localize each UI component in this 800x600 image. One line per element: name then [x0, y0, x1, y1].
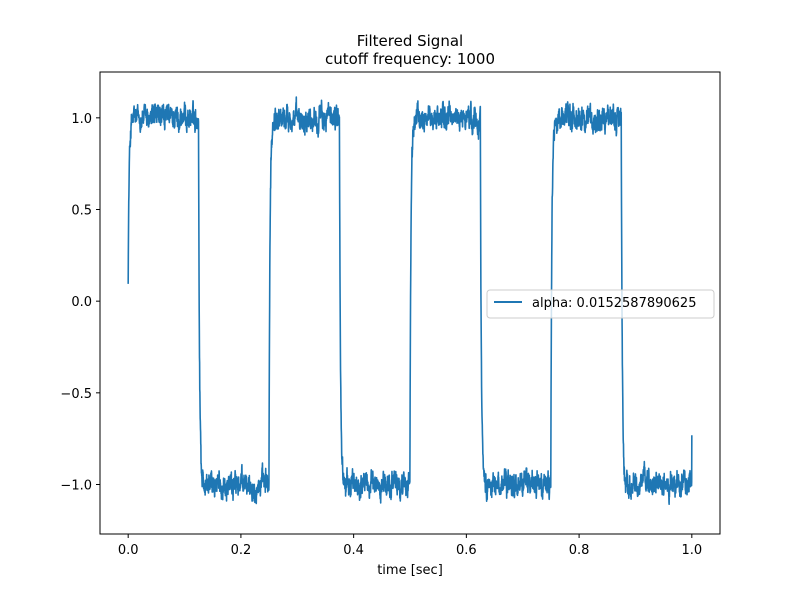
legend-entry-label: alpha: 0.0152587890625	[532, 296, 696, 311]
series-layer	[127, 96, 693, 506]
x-tick-label: 0.0	[118, 543, 139, 558]
x-axis-ticks: 0.0 0.2 0.4 0.6 0.8 1.0	[118, 534, 702, 558]
x-tick-label: 1.0	[681, 543, 702, 558]
x-tick-label: 0.8	[569, 543, 590, 558]
legend-box	[486, 289, 715, 319]
plot-area-frame	[99, 71, 721, 535]
y-tick-label: −0.5	[60, 387, 92, 402]
y-tick-label: 1.0	[71, 112, 92, 127]
x-tick-label: 0.2	[231, 543, 252, 558]
y-tick-label: −1.0	[60, 479, 92, 494]
y-tick-label: 0.0	[71, 295, 92, 310]
y-tick-label: 0.5	[71, 204, 92, 219]
y-axis-ticks: −1.0 −0.5 0.0 0.5 1.0	[60, 112, 100, 494]
chart-title: Filtered Signal	[357, 32, 463, 50]
chart-subtitle: cutoff frequency: 1000	[325, 50, 495, 68]
x-tick-label: 0.6	[456, 543, 477, 558]
x-tick-label: 0.4	[343, 543, 364, 558]
x-axis-label: time [sec]	[377, 563, 443, 578]
legend: alpha: 0.0152587890625	[486, 289, 715, 319]
series-line-filtered-signal	[127, 96, 693, 506]
